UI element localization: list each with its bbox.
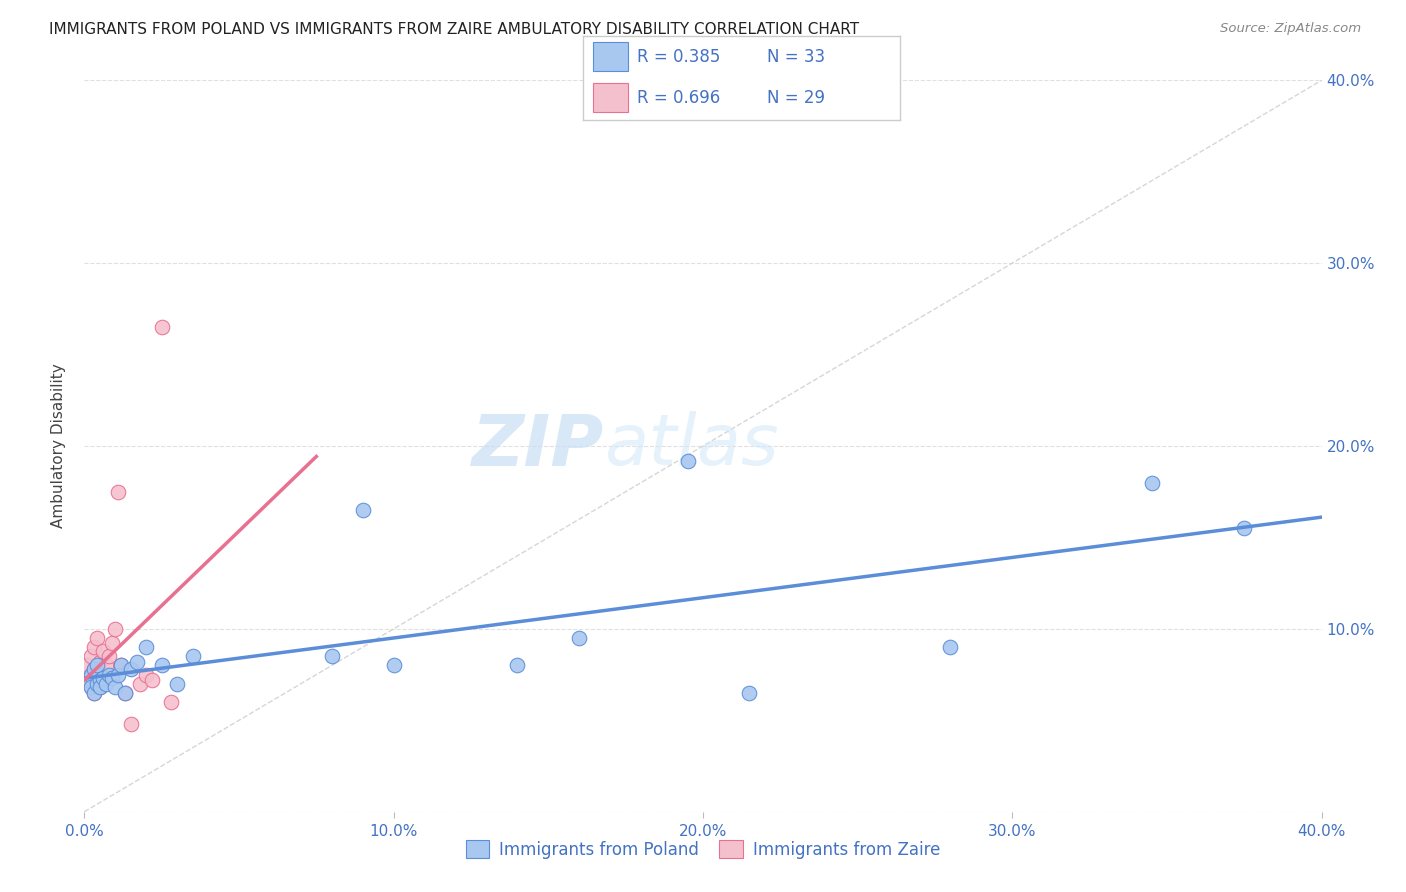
Point: [94, 676, 117, 690]
FancyBboxPatch shape: [593, 43, 627, 71]
Point: [738, 686, 761, 700]
Point: [86, 631, 108, 645]
Point: [94, 658, 117, 673]
Point: [1140, 475, 1163, 490]
Point: [98, 667, 121, 681]
Point: [120, 662, 142, 676]
Point: [86, 658, 108, 673]
Point: [150, 658, 173, 673]
Point: [89, 673, 111, 687]
Point: [101, 636, 124, 650]
Point: [83, 640, 105, 655]
Point: [76, 673, 98, 687]
Point: [110, 658, 132, 673]
Point: [89, 655, 111, 669]
Y-axis label: Ambulatory Disability: Ambulatory Disability: [51, 364, 66, 528]
Point: [79, 681, 101, 695]
Point: [86, 676, 108, 690]
Point: [83, 686, 105, 700]
Point: [321, 649, 343, 664]
Point: [89, 681, 111, 695]
Point: [135, 667, 157, 681]
Text: ZIP: ZIP: [472, 411, 605, 481]
Point: [83, 662, 105, 676]
Point: [104, 622, 127, 636]
Point: [101, 671, 124, 685]
Point: [676, 453, 699, 467]
Point: [79, 667, 101, 681]
Point: [91, 644, 114, 658]
Text: N = 29: N = 29: [768, 88, 825, 106]
Point: [107, 667, 129, 681]
Text: IMMIGRANTS FROM POLAND VS IMMIGRANTS FROM ZAIRE AMBULATORY DISABILITY CORRELATIO: IMMIGRANTS FROM POLAND VS IMMIGRANTS FRO…: [49, 22, 859, 37]
Point: [83, 662, 105, 676]
Point: [568, 631, 591, 645]
Point: [129, 676, 152, 690]
Point: [114, 686, 136, 700]
Point: [181, 649, 204, 664]
Text: Source: ZipAtlas.com: Source: ZipAtlas.com: [1220, 22, 1361, 36]
Point: [98, 649, 121, 664]
Point: [141, 673, 163, 687]
Text: N = 33: N = 33: [768, 48, 825, 66]
Point: [120, 717, 142, 731]
Point: [150, 320, 173, 334]
Point: [79, 649, 101, 664]
Point: [939, 640, 962, 655]
Point: [166, 676, 188, 690]
Point: [83, 686, 105, 700]
Point: [1233, 521, 1256, 535]
Point: [86, 676, 108, 690]
Text: R = 0.385: R = 0.385: [637, 48, 721, 66]
Point: [76, 658, 98, 673]
Point: [79, 681, 101, 695]
Point: [91, 667, 114, 681]
Point: [91, 671, 114, 685]
FancyBboxPatch shape: [593, 83, 627, 112]
Text: R = 0.696: R = 0.696: [637, 88, 720, 106]
Point: [89, 681, 111, 695]
Point: [135, 640, 157, 655]
Point: [86, 671, 108, 685]
Text: atlas: atlas: [605, 411, 779, 481]
Point: [107, 484, 129, 499]
Legend: Immigrants from Poland, Immigrants from Zaire: Immigrants from Poland, Immigrants from …: [460, 833, 946, 865]
Point: [125, 655, 148, 669]
Point: [382, 658, 405, 673]
Point: [160, 695, 183, 709]
Point: [114, 686, 136, 700]
Point: [94, 671, 117, 685]
Point: [76, 673, 98, 687]
Point: [110, 658, 132, 673]
Point: [104, 681, 127, 695]
Point: [79, 667, 101, 681]
Point: [506, 658, 529, 673]
Point: [352, 503, 374, 517]
